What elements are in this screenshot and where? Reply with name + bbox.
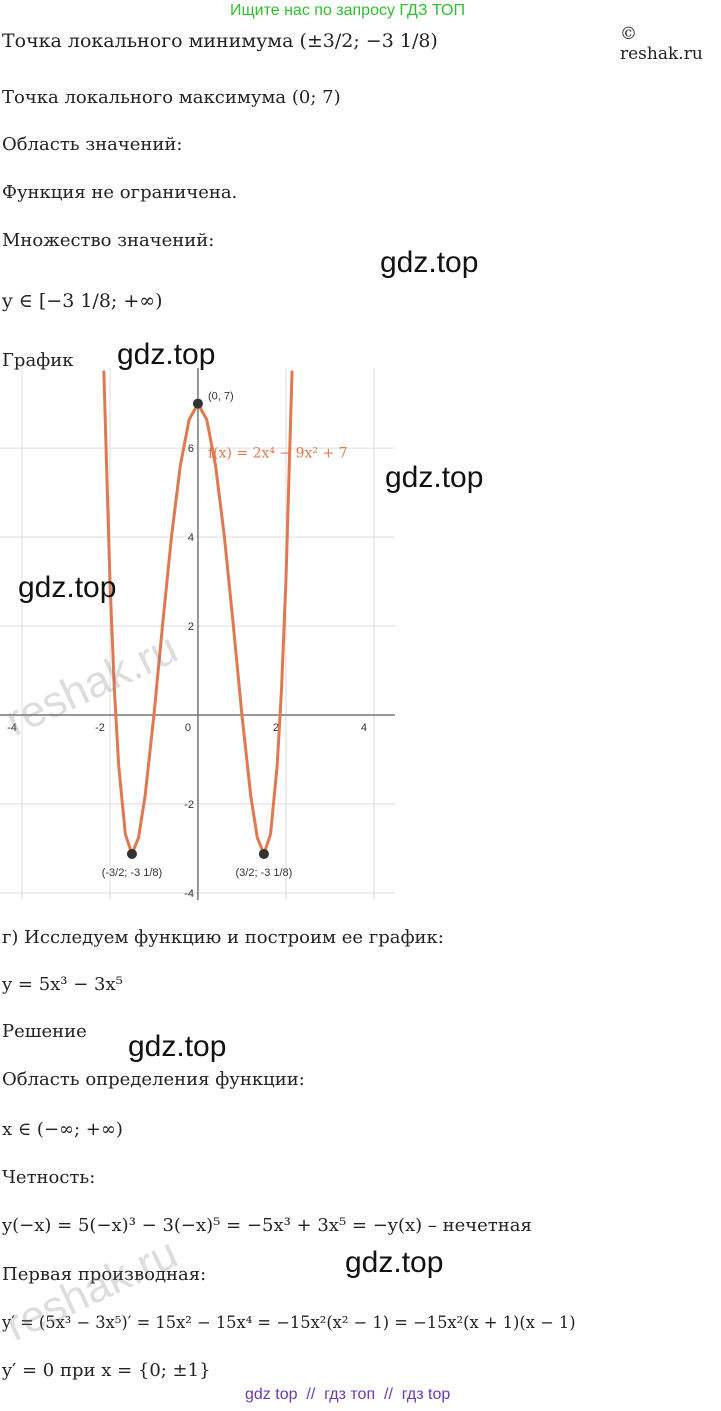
- point: [126, 848, 137, 859]
- text-line: Первая производная:: [2, 1264, 207, 1285]
- function-label: f(x) = 2x⁴ − 9x² + 7: [208, 446, 348, 462]
- watermark: gdz.top: [345, 1246, 444, 1279]
- x-tick-label: -2: [95, 722, 105, 734]
- point-label: (-3/2; -3 1/8): [102, 867, 163, 879]
- point-label: (3/2; -3 1/8): [235, 867, 292, 879]
- y-tick-label: 6: [188, 443, 194, 455]
- watermark: gdz.top: [18, 571, 117, 604]
- text-line: Область значений:: [2, 134, 183, 155]
- text-line: y = 5x³ − 3x⁵: [2, 974, 123, 995]
- y-tick-label: 2: [188, 621, 194, 633]
- x-tick-label: 2: [273, 722, 279, 734]
- text-line: Точка локального максимума (0; 7): [2, 87, 341, 108]
- y-tick-label: -2: [184, 799, 194, 811]
- point: [258, 848, 269, 859]
- text-line: Решение: [2, 1021, 87, 1042]
- text-line: Четность:: [2, 1167, 96, 1188]
- text-line: г) Исследуем функцию и построим ее графи…: [2, 927, 444, 948]
- reshak-watermark: reshak.ru: [0, 1228, 185, 1351]
- watermark: gdz.top: [128, 1030, 227, 1063]
- text-line: y(−x) = 5(−x)³ − 3(−x)⁵ = −5x³ + 3x⁵ = −…: [2, 1215, 532, 1236]
- text-line: Множество значений:: [2, 230, 215, 251]
- point: [192, 398, 203, 409]
- text-line: График: [2, 350, 74, 371]
- y-tick-label: 4: [188, 532, 194, 544]
- x-tick-label: 0: [185, 722, 191, 734]
- watermark: gdz.top: [385, 461, 484, 494]
- text-line: x ∈ (−∞; +∞): [2, 1119, 123, 1140]
- text-line: Область определения функции:: [2, 1069, 305, 1090]
- text-line: y′ = 0 при x = {0; ±1}: [2, 1360, 211, 1381]
- footer-links[interactable]: gdz top // гдз топ // гдз top: [245, 1386, 451, 1403]
- text-line: Функция не ограничена.: [2, 182, 238, 203]
- x-tick-label: 4: [361, 722, 367, 734]
- graph: -4 -2 0 2 4 -4 -2 2 4 6 f(x) = 2x⁴ − 9x² + 7 (-3/2;…: [0, 368, 395, 900]
- watermark: gdz.top: [380, 246, 479, 279]
- search-hint: Ищите нас по запросу ГДЗ ТОП: [230, 2, 465, 19]
- point-label: (0, 7): [208, 391, 234, 403]
- text-line: y ∈ [−3 1/8; +∞): [2, 290, 163, 312]
- watermark: gdz.top: [117, 338, 216, 371]
- x-tick-label: -4: [7, 722, 17, 734]
- y-tick-label: -4: [184, 888, 194, 900]
- text-line: Точка локального минимума (±3/2; −3 1/8): [2, 30, 438, 52]
- copyright: © reshak.ru: [620, 24, 703, 64]
- text-line: y′ = (5x³ − 3x⁵)′ = 15x² − 15x⁴ = −15x²(…: [2, 1313, 576, 1332]
